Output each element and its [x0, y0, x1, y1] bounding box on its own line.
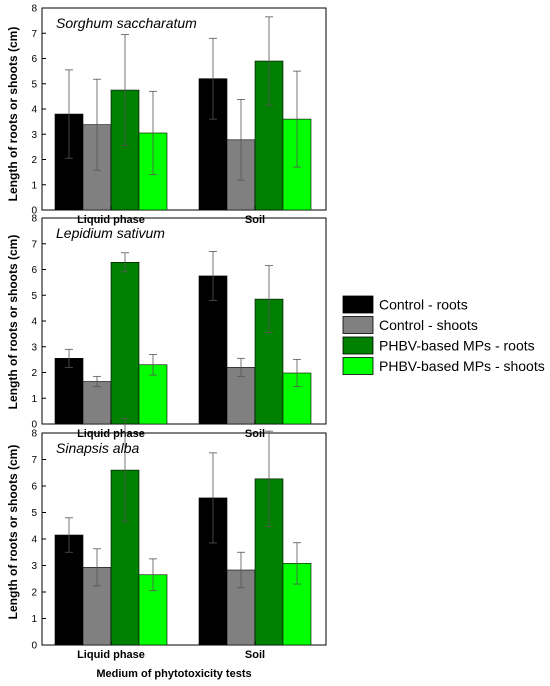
y-tick-label: 0: [31, 420, 37, 431]
x-category-label: Liquid phase: [77, 214, 145, 226]
y-tick-label: 4: [31, 317, 37, 328]
y-tick-label: 4: [31, 535, 37, 546]
y-tick-label: 2: [31, 368, 37, 379]
y-axis-label-bottom: Length of roots or shoots (cm): [6, 445, 20, 620]
y-tick-label: 7: [31, 455, 37, 466]
y-tick-label: 5: [31, 508, 37, 519]
bar: [54, 534, 84, 646]
panel-title: Lepidium sativum: [56, 225, 165, 241]
x-category-label: Liquid phase: [77, 428, 145, 440]
legend-label: Control - shoots: [379, 317, 478, 333]
bar: [110, 261, 140, 425]
y-tick-label: 1: [31, 394, 37, 405]
chart-panels: 0 1 2 3 4 5 6 7 8 Liquid phase Soil Sorghum sacchar…: [31, 4, 327, 661]
legend-swatch: [342, 295, 374, 314]
x-category-label: Soil: [245, 214, 265, 226]
bar: [82, 381, 112, 425]
y-tick-label: 5: [31, 79, 37, 90]
legend: Control - roots Control - shoots PHBV-base…: [342, 295, 545, 375]
legend-swatch: [342, 336, 374, 355]
x-axis-title: Medium of phytotoxicity tests: [96, 668, 251, 680]
x-category-label: Soil: [245, 428, 265, 440]
chart-panel: 0 1 2 3 4 5 6 7 8 Liquid phase Soil Lepidium sativu…: [31, 214, 327, 440]
legend-label: PHBV-based MPs - shoots: [379, 358, 545, 374]
y-tick-label: 8: [31, 4, 37, 15]
y-tick-label: 2: [31, 155, 37, 166]
y-tick-label: 4: [31, 105, 37, 116]
legend-label: Control - roots: [379, 297, 468, 313]
y-tick-label: 8: [31, 214, 37, 225]
legend-label: PHBV-based MPs - roots: [379, 338, 535, 354]
y-tick-label: 7: [31, 29, 37, 40]
y-tick-label: 2: [31, 588, 37, 599]
y-tick-label: 3: [31, 130, 37, 141]
legend-swatch: [342, 316, 374, 334]
y-tick-label: 6: [31, 54, 37, 65]
y-tick-label: 1: [31, 614, 37, 625]
y-tick-label: 6: [31, 482, 37, 493]
legend-swatch: [342, 357, 374, 375]
y-tick-label: 3: [31, 561, 37, 572]
bar: [54, 358, 84, 425]
panel-title: Sinapsis alba: [56, 440, 139, 456]
chart-panel: 0 1 2 3 4 5 6 7 8 Liquid phase Soil Sinapsis alba: [31, 418, 327, 661]
y-tick-label: 5: [31, 291, 37, 302]
panel-title: Sorghum saccharatum: [56, 15, 197, 31]
y-tick-label: 7: [31, 239, 37, 250]
x-category-label: Liquid phase: [77, 649, 145, 661]
y-axis-label-top: Length of roots or shoots (cm): [6, 27, 20, 202]
y-tick-label: 8: [31, 429, 37, 440]
y-tick-label: 3: [31, 342, 37, 353]
chart-panel: 0 1 2 3 4 5 6 7 8 Liquid phase Soil Sorghum sacchar…: [31, 4, 327, 226]
x-category-label: Soil: [245, 649, 265, 661]
y-tick-label: 1: [31, 180, 37, 191]
y-tick-label: 0: [31, 206, 37, 217]
y-axis-label-middle: Length of roots or shoots (cm): [6, 235, 20, 410]
y-tick-label: 0: [31, 641, 37, 652]
y-tick-label: 6: [31, 265, 37, 276]
